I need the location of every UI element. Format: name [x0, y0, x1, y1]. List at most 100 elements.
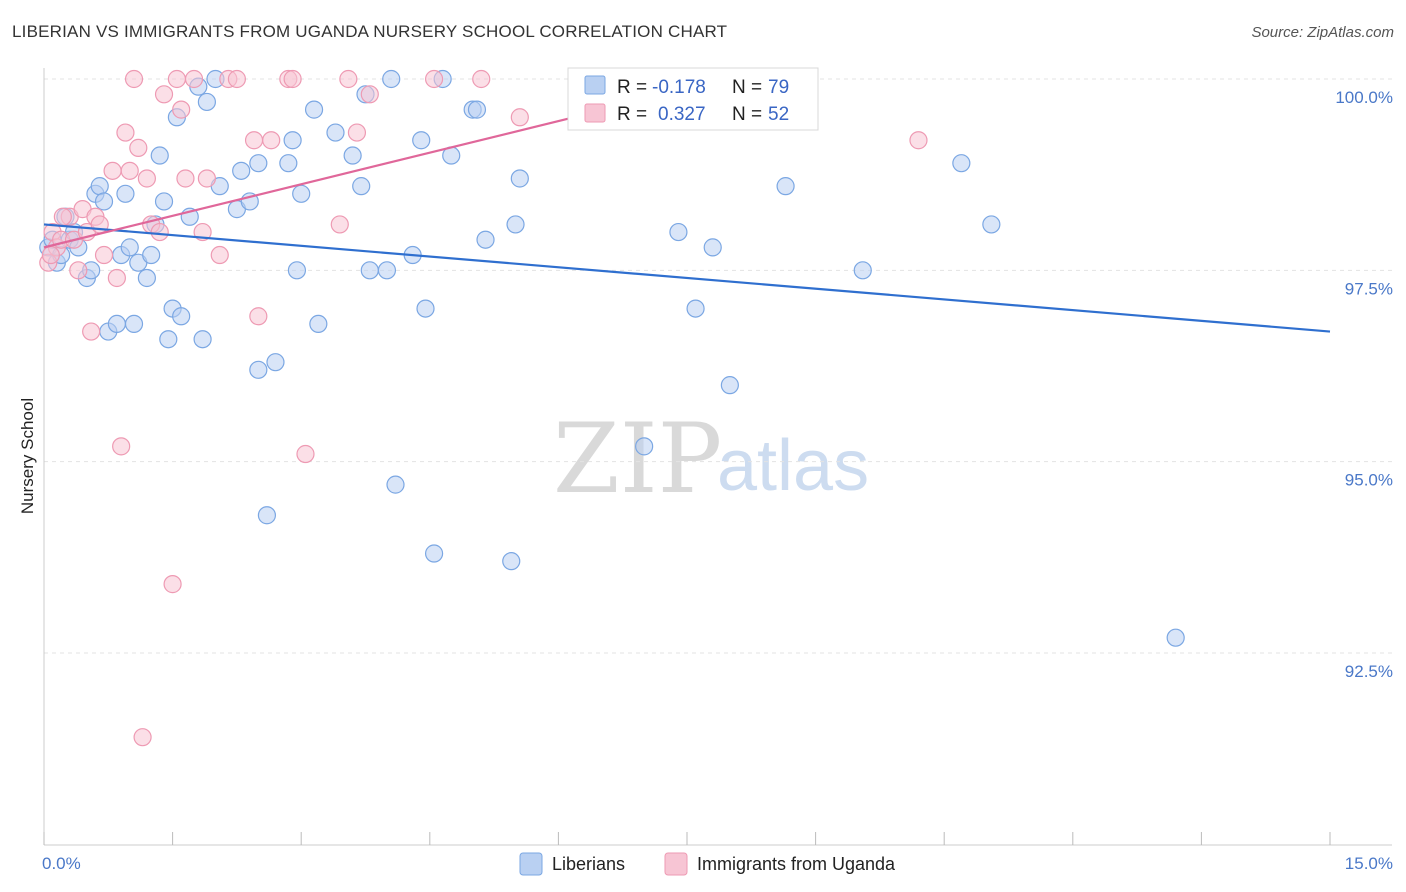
legend-r-label-1: R = [617, 104, 647, 125]
x-tick-label: 0.0% [42, 854, 81, 873]
uganda-point [82, 322, 101, 341]
liberians-point [172, 307, 191, 326]
liberians-point [416, 299, 435, 318]
uganda-point [154, 85, 174, 104]
liberians-point [360, 261, 379, 280]
uganda-point [137, 169, 156, 188]
uganda-point [116, 123, 135, 142]
series-liberians-points [39, 69, 1185, 647]
liberians-point [412, 131, 431, 150]
legend-n-label-0: N = [732, 77, 762, 98]
uganda-point [176, 169, 195, 188]
liberians-point [90, 177, 109, 196]
y-tick-label: 95.0% [1345, 471, 1393, 490]
uganda-point [510, 108, 529, 127]
uganda-point [283, 69, 302, 89]
liberians-point [686, 299, 705, 318]
uganda-point [112, 437, 131, 456]
liberians-point [283, 131, 302, 150]
liberians-trend-line [43, 223, 1331, 333]
stats-legend: R = -0.178 N = 79 R = 0.327 N = 52 [567, 67, 819, 131]
uganda-point [249, 307, 268, 326]
legend-r-label-0: R = [617, 77, 647, 98]
uganda-point [197, 169, 216, 188]
watermark-atlas: atlas [717, 426, 869, 506]
liberians-point [124, 314, 144, 334]
legend-r-value-0: -0.178 [652, 77, 706, 98]
bottom-legend-label-liberians: Liberians [552, 854, 625, 874]
uganda-point [330, 215, 349, 234]
x-tick-labels: 0.0% 15.0% [42, 854, 1393, 873]
series-uganda-points [39, 69, 928, 747]
chart-source: Source: ZipAtlas.com [1251, 24, 1394, 41]
uganda-point [184, 69, 204, 89]
liberians-point [776, 177, 795, 196]
liberians-point [424, 544, 444, 563]
legend-n-value-0: 79 [768, 77, 789, 98]
uganda-point [69, 261, 88, 280]
uganda-point [103, 161, 122, 180]
liberians-point [720, 376, 739, 395]
uganda-point [94, 245, 114, 265]
liberians-point [304, 100, 324, 119]
legend-n-label-1: N = [732, 104, 762, 125]
uganda-point [163, 575, 182, 594]
liberians-point [232, 161, 251, 180]
liberians-point [159, 330, 178, 349]
uganda-point [210, 245, 229, 265]
liberians-point [287, 261, 307, 280]
liberians-point [853, 261, 872, 280]
liberians-point [154, 192, 174, 211]
bottom-legend-swatch-uganda [664, 852, 688, 876]
liberians-point [193, 330, 212, 349]
uganda-point [150, 222, 169, 242]
legend-swatch-uganda [584, 103, 606, 123]
legend-r-value-1: 0.327 [658, 104, 706, 125]
y-tick-label: 97.5% [1345, 279, 1393, 298]
liberians-point [1166, 628, 1185, 647]
liberians-point [386, 475, 405, 494]
liberians-point [467, 100, 487, 119]
liberians-point [107, 314, 126, 334]
chart-title: LIBERIAN VS IMMIGRANTS FROM UGANDA NURSE… [12, 22, 728, 41]
uganda-point [120, 161, 139, 180]
uganda-point [244, 131, 264, 150]
liberians-point [352, 177, 371, 196]
liberians-point [382, 69, 401, 89]
y-tick-labels: 100.0% 97.5% 95.0% 92.5% [1335, 88, 1393, 681]
liberians-point [257, 506, 277, 525]
uganda-point [262, 131, 281, 150]
axes [43, 68, 1392, 846]
liberians-point [343, 146, 362, 165]
uganda-point [172, 100, 191, 119]
legend-swatch-liberians [584, 75, 606, 95]
liberians-point [982, 215, 1001, 234]
liberians-point [952, 154, 971, 173]
watermark-zip: ZIP [553, 403, 722, 515]
uganda-point [167, 69, 186, 89]
watermark: ZIP atlas [553, 403, 869, 515]
uganda-point [53, 207, 72, 226]
liberians-point [502, 552, 521, 571]
uganda-point [909, 131, 928, 150]
liberians-point [669, 222, 688, 242]
legend-n-value-1: 52 [768, 104, 789, 125]
uganda-point [472, 69, 491, 89]
stats-legend-box [567, 67, 819, 131]
liberians-point [266, 353, 285, 372]
uganda-point [360, 85, 379, 104]
liberians-point [116, 184, 135, 203]
liberians-point [309, 314, 328, 334]
liberians-point [377, 261, 397, 280]
liberians-point [635, 437, 654, 456]
uganda-point [227, 69, 246, 89]
liberians-point [249, 360, 268, 379]
uganda-point [129, 138, 148, 157]
bottom-legend-swatch-liberians [519, 852, 543, 876]
liberians-point [279, 154, 298, 173]
uganda-point [124, 69, 144, 89]
liberians-point [142, 245, 161, 265]
liberians-point [326, 123, 345, 142]
liberians-point [137, 268, 156, 288]
